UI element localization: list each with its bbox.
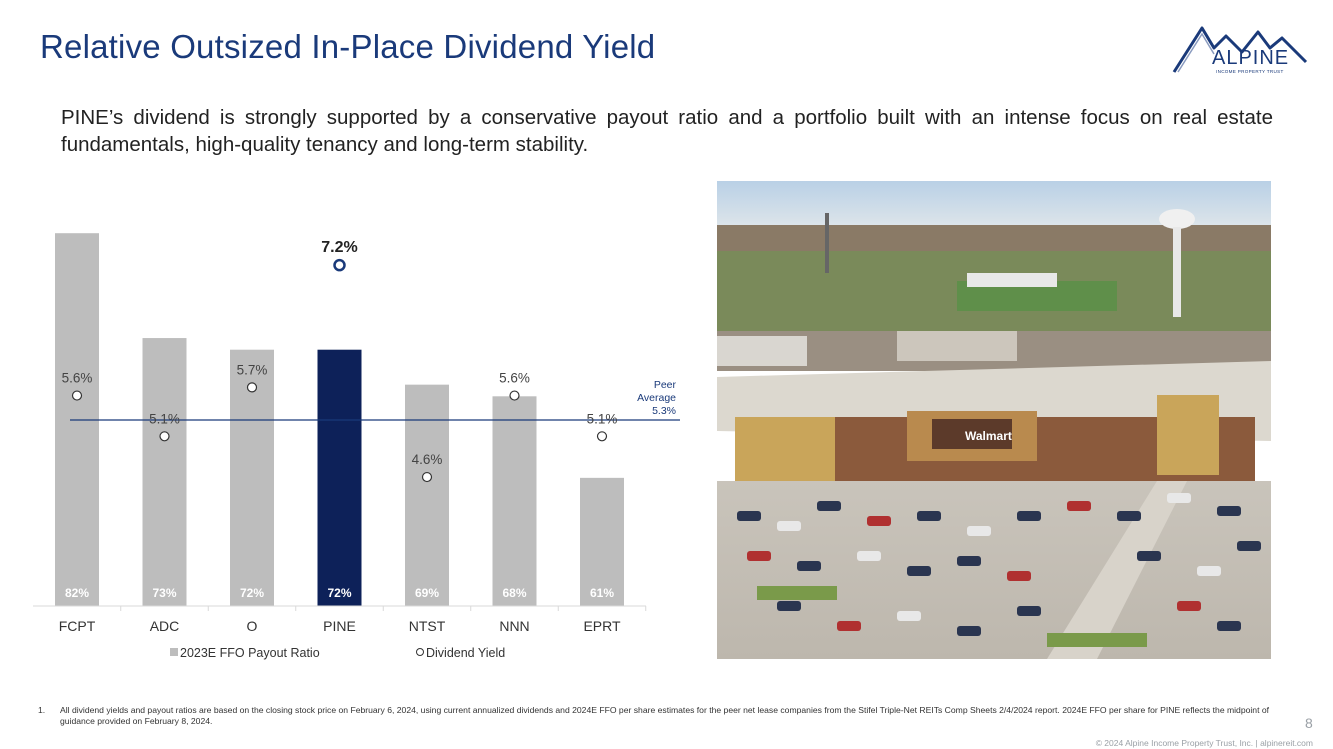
dividend-yield-label: 5.7%	[237, 362, 268, 377]
bar-value-label: 73%	[152, 586, 176, 600]
footnote-number: 1.	[38, 705, 46, 715]
dividend-yield-point-nnn	[509, 390, 520, 401]
peer-average-label: 5.3%	[652, 405, 676, 417]
bar-value-label: 72%	[240, 586, 264, 600]
category-label-adc: ADC	[150, 618, 180, 634]
dividend-yield-label: 4.6%	[412, 452, 443, 467]
bar-value-label: 72%	[327, 586, 351, 600]
logo-subtext: INCOME PROPERTY TRUST	[1216, 69, 1284, 74]
bar-nnn	[492, 396, 537, 606]
dividend-yield-point-pine	[333, 258, 346, 272]
bar-value-label: 69%	[415, 586, 439, 600]
bar-value-label: 61%	[590, 586, 614, 600]
page-number: 8	[1305, 715, 1313, 731]
page-title: Relative Outsized In-Place Dividend Yiel…	[40, 28, 656, 65]
category-label-pine: PINE	[323, 618, 356, 634]
legend-dividend-yield: Dividend Yield	[426, 646, 505, 660]
logo-wordmark: ALPINE	[1212, 47, 1289, 69]
bar-adc	[142, 338, 187, 606]
legend-bar-swatch	[170, 648, 178, 656]
footnote-text: All dividend yields and payout ratios ar…	[60, 705, 1270, 726]
dividend-yield-label: 5.1%	[149, 411, 180, 426]
category-label-nnn: NNN	[499, 618, 529, 634]
dividend-yield-label: 5.6%	[499, 371, 530, 386]
bar-pine	[317, 349, 362, 606]
page-subtitle: PINE’s dividend is strongly supported by…	[61, 106, 1273, 156]
legend-yield-swatch	[416, 648, 424, 656]
dividend-yield-point-ntst	[421, 471, 433, 483]
copyright: © 2024 Alpine Income Property Trust, Inc…	[1095, 738, 1313, 748]
store-sign: Walmart	[965, 429, 1012, 443]
dividend-yield-point-adc	[159, 431, 170, 442]
dividend-yield-point-o	[246, 382, 258, 393]
peer-average-label: Peer	[654, 379, 677, 391]
bar-value-label: 82%	[65, 586, 89, 600]
legend-payout-ratio: 2023E FFO Payout Ratio	[180, 646, 320, 660]
dividend-yield-point-fcpt	[71, 390, 83, 401]
company-logo: ALPINE INCOME PROPERTY TRUST	[1172, 26, 1308, 74]
category-label-ntst: NTST	[409, 618, 446, 634]
category-label-o: O	[247, 618, 258, 634]
bar-ntst	[405, 384, 449, 606]
category-label-eprt: EPRT	[583, 618, 621, 634]
category-label-fcpt: FCPT	[59, 618, 96, 634]
dividend-yield-label: 7.2%	[321, 239, 357, 256]
dividend-yield-point-eprt	[596, 431, 608, 442]
dividend-yield-label: 5.6%	[62, 371, 93, 386]
payout-yield-chart: FCPT ADC O PINE NTST NNN EPRT 82% 5.6% 73% 5.1% 72…	[33, 233, 680, 660]
peer-average-label: Average	[637, 392, 676, 404]
bar-value-label: 68%	[502, 586, 526, 600]
dividend-yield-label: 5.1%	[587, 411, 618, 426]
walmart-aerial-photo: Walmart	[717, 181, 1271, 659]
bar-eprt	[580, 477, 624, 606]
